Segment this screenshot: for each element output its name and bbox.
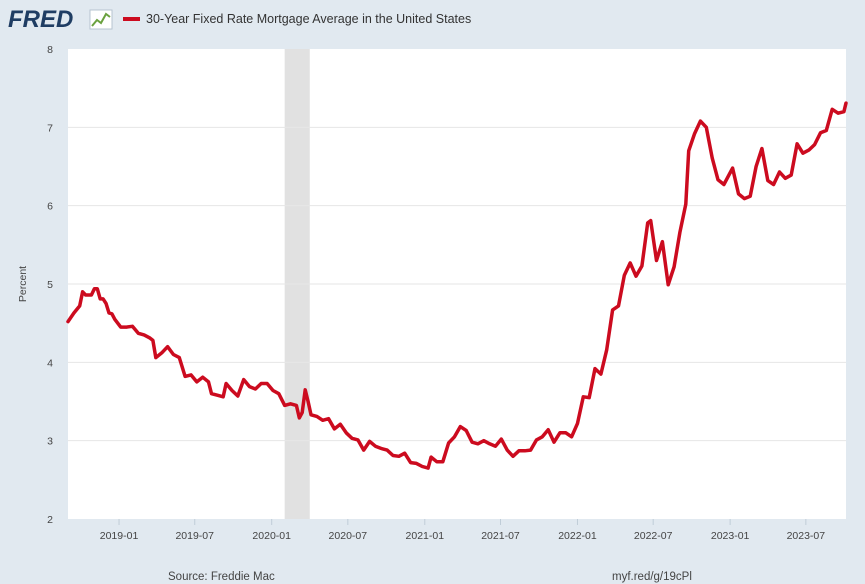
- y-tick-label: 2: [47, 514, 53, 526]
- x-tick-label: 2022-07: [634, 530, 673, 542]
- legend: 30-Year Fixed Rate Mortgage Average in t…: [123, 12, 471, 26]
- logo-chart-icon: [89, 9, 113, 30]
- x-tick-labels: 2019-01 2019-07 2020-01 2020-07 2021-01 2021-…: [100, 519, 826, 542]
- y-tick-label: 3: [47, 436, 53, 448]
- y-tick-labels: 2 3 4 5 6 7 8: [47, 44, 53, 526]
- y-tick-label: 4: [47, 357, 53, 369]
- y-tick-label: 7: [47, 122, 53, 134]
- y-axis-label: Percent: [17, 266, 29, 302]
- x-tick-label: 2019-01: [100, 530, 139, 542]
- x-tick-label: 2020-01: [252, 530, 291, 542]
- y-tick-label: 6: [47, 201, 53, 213]
- y-tick-label: 8: [47, 44, 53, 56]
- short-link[interactable]: myf.red/g/19cPl: [612, 571, 692, 583]
- x-tick-label: 2021-07: [481, 530, 520, 542]
- source-text: Source: Freddie Mac: [168, 571, 275, 583]
- x-tick-label: 2023-01: [711, 530, 750, 542]
- x-tick-label: 2019-07: [175, 530, 214, 542]
- series-line-mortgage-rate: [66, 101, 848, 470]
- fred-logo[interactable]: FRED: [8, 6, 113, 33]
- x-tick-label: 2021-01: [406, 530, 445, 542]
- logo-text: FRED: [8, 6, 73, 33]
- x-tick-label: 2023-07: [787, 530, 826, 542]
- x-tick-label: 2022-01: [558, 530, 597, 542]
- gridlines: [68, 126, 846, 442]
- y-tick-label: 5: [47, 279, 53, 291]
- x-tick-label: 2020-07: [329, 530, 368, 542]
- legend-label: 30-Year Fixed Rate Mortgage Average in t…: [146, 12, 471, 26]
